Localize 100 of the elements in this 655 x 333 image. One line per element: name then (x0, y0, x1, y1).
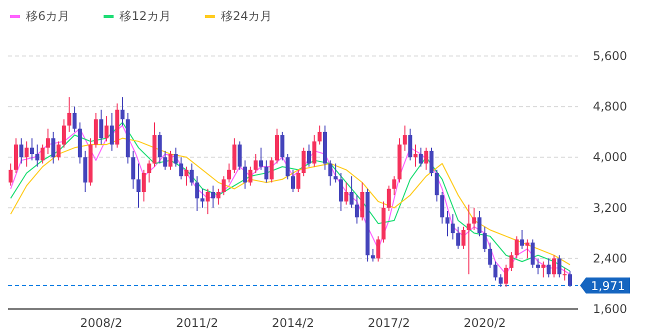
y-tick-label: 2,400 (592, 251, 628, 266)
candlestick (370, 248, 375, 262)
candlestick (243, 160, 248, 190)
legend-label: 移6カ月 (26, 9, 70, 23)
candlestick (520, 229, 524, 250)
candlestick (562, 267, 567, 282)
candlestick (568, 270, 572, 288)
candlestick (211, 185, 216, 208)
candlestick (227, 163, 232, 183)
candlestick (424, 147, 428, 170)
candlestick (35, 144, 40, 168)
candlestick (104, 116, 109, 142)
candlestick (552, 254, 556, 278)
candlestick (168, 150, 172, 170)
candlestick (504, 264, 508, 288)
candlestick (541, 261, 546, 278)
candlestick (350, 176, 354, 208)
candlestick (546, 258, 551, 278)
candlestick (392, 176, 396, 196)
candlestick (445, 210, 450, 237)
candlestick (525, 238, 530, 259)
candlestick (434, 169, 439, 202)
candlestick (62, 118, 66, 148)
x-tick-label: 2008/2 (80, 316, 122, 330)
candlestick (200, 188, 204, 208)
ref-line-label: 1,971 (590, 279, 626, 294)
candlestick (466, 204, 471, 275)
legend-label: 移24カ月 (220, 9, 272, 23)
x-tick-label: 2011/2 (176, 316, 218, 330)
candlestick (174, 147, 178, 168)
candlestick (72, 106, 77, 132)
candlestick (338, 172, 343, 212)
candlestick (264, 160, 268, 183)
candlestick (19, 138, 24, 164)
candlestick (254, 154, 258, 174)
candlestick (477, 210, 482, 237)
candlestick (286, 154, 290, 180)
candlestick (312, 134, 316, 168)
candlestick (302, 147, 306, 177)
candlestick (163, 150, 168, 170)
candlestick (291, 169, 295, 192)
candlestick (216, 188, 220, 206)
candlestick (248, 166, 252, 186)
candlestick (270, 156, 274, 183)
candlestick (450, 214, 455, 240)
y-tick-label: 5,600 (592, 49, 628, 63)
candlestick (120, 96, 125, 126)
candlestick (99, 109, 104, 146)
x-tick-label: 2017/2 (368, 316, 410, 330)
candlestick (408, 128, 412, 161)
candlestick (40, 144, 45, 164)
candlestick (280, 131, 284, 161)
candlestick (24, 140, 29, 168)
candlestick (376, 236, 380, 262)
candlestick (430, 147, 434, 177)
candlestick (8, 163, 13, 186)
y-tick-label: 4,000 (592, 150, 628, 164)
candlestick (131, 150, 136, 190)
candlestick (136, 163, 141, 208)
candlestick (306, 144, 311, 168)
candlestick (110, 112, 114, 152)
candlestick (318, 125, 322, 146)
candlestick (456, 226, 460, 250)
y-tick-label: 1,600 (592, 302, 628, 316)
legend-label: 移12カ月 (120, 9, 171, 23)
candlestick (493, 261, 498, 282)
candlestick (488, 242, 492, 268)
candlestick (514, 236, 519, 259)
candlestick (530, 238, 535, 268)
candlestick (354, 194, 359, 224)
candlestick (509, 252, 514, 272)
candlestick (259, 147, 264, 170)
candlestick (498, 274, 503, 288)
candlestick (296, 169, 300, 192)
candlestick (482, 226, 487, 253)
candlestick (461, 226, 466, 250)
candlestick (142, 169, 146, 202)
candlestick (386, 185, 391, 212)
y-tick-label: 3,200 (592, 200, 628, 215)
y-tick-label: 4,800 (592, 100, 628, 114)
candlestick (147, 160, 152, 183)
candlestick (56, 140, 61, 161)
ref-label: 1,971 (580, 278, 630, 294)
candlestick (328, 160, 332, 186)
x-tick-label: 2020/2 (464, 316, 506, 330)
candlestick (472, 207, 476, 230)
candlestick (184, 166, 188, 186)
candlestick (195, 176, 200, 212)
candlestick (67, 96, 72, 132)
candlestick (334, 163, 338, 183)
candlestick (51, 131, 56, 164)
candlestick (190, 163, 194, 186)
candlestick (46, 128, 50, 155)
candlestick (418, 147, 423, 168)
x-tick-label: 2014/2 (272, 316, 314, 330)
candlestick (414, 144, 418, 168)
candlestick (206, 188, 210, 215)
candlestick (440, 191, 444, 224)
candlestick (402, 125, 407, 152)
candlestick (179, 156, 184, 180)
